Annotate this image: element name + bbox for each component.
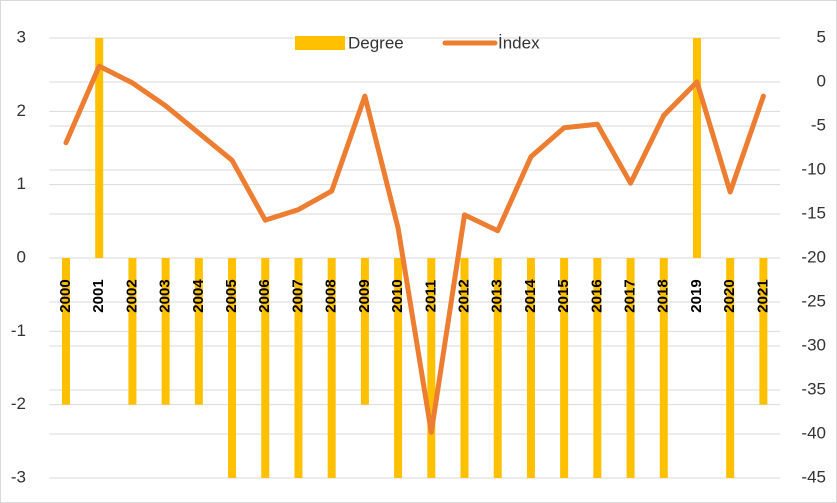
bar <box>626 258 635 478</box>
bar <box>593 258 602 478</box>
legend-label: Degree <box>348 33 404 52</box>
y-tick-label: 2 <box>17 101 26 120</box>
legend-label: İndex <box>498 33 540 52</box>
y2-tick-label: -15 <box>801 203 826 222</box>
x-tick-label: 2013 <box>489 279 506 312</box>
y2-tick-label: -35 <box>801 379 826 398</box>
bar <box>692 38 701 258</box>
bar <box>759 258 768 405</box>
y2-tick-label: 0 <box>817 71 826 90</box>
x-tick-label: 2008 <box>323 279 340 312</box>
bar <box>327 258 336 478</box>
y2-tick-label: -40 <box>801 423 826 442</box>
bar <box>194 258 203 405</box>
bar <box>460 258 469 478</box>
y-tick-label: -3 <box>11 467 26 486</box>
x-tick-label: 2001 <box>90 279 107 312</box>
bar <box>261 258 270 478</box>
bar <box>360 258 369 405</box>
x-tick-label: 2011 <box>422 280 439 313</box>
x-tick-label: 2005 <box>223 279 240 312</box>
line <box>63 63 766 435</box>
legend-swatch <box>295 36 345 50</box>
bar <box>95 38 104 258</box>
bar <box>128 258 137 405</box>
bar <box>493 258 502 478</box>
y2-tick-label: -10 <box>801 159 826 178</box>
x-tick-label: 2012 <box>455 279 472 312</box>
x-tick-label: 2009 <box>356 279 373 312</box>
y-tick-label: -1 <box>11 321 26 340</box>
y-tick-label: 1 <box>17 174 26 193</box>
x-tick-label: 2007 <box>289 279 306 312</box>
x-tick-label: 2003 <box>157 279 174 312</box>
y-tick-label: 0 <box>17 247 26 266</box>
y2-tick-label: -5 <box>811 115 826 134</box>
bar <box>526 258 535 478</box>
x-tick-label: 2010 <box>389 279 406 312</box>
x-tick-label: 2018 <box>655 279 672 312</box>
x-tick-label: 2002 <box>123 279 140 312</box>
y2-tick-label: -30 <box>801 335 826 354</box>
x-tick-label: 2016 <box>588 279 605 312</box>
y2-tick-label: -25 <box>801 291 826 310</box>
x-tick-label: 2021 <box>754 279 771 312</box>
x-tick-label: 2004 <box>190 279 207 313</box>
bar <box>560 258 569 478</box>
x-tick-label: 2019 <box>688 279 705 312</box>
bar <box>294 258 303 478</box>
y2-tick-label: 5 <box>817 27 826 46</box>
y-tick-label: 3 <box>17 27 26 46</box>
y2-tick-label: -20 <box>801 247 826 266</box>
bar <box>394 258 403 478</box>
bar <box>161 258 170 405</box>
bar <box>659 258 668 478</box>
x-tick-label: 2017 <box>622 279 639 312</box>
bar <box>726 258 735 478</box>
x-tick-label: 2020 <box>721 279 738 312</box>
y-tick-label: -2 <box>11 394 26 413</box>
x-tick-label: 2000 <box>57 279 74 312</box>
x-tick-label: 2006 <box>256 279 273 312</box>
bar <box>427 258 436 478</box>
bar <box>62 258 71 405</box>
y2-tick-label: -45 <box>801 467 826 486</box>
x-tick-label: 2014 <box>522 279 539 313</box>
bar <box>228 258 237 478</box>
x-tick-label: 2015 <box>555 279 572 312</box>
